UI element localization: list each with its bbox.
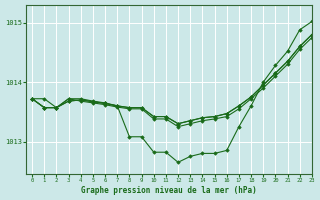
X-axis label: Graphe pression niveau de la mer (hPa): Graphe pression niveau de la mer (hPa): [81, 186, 257, 195]
